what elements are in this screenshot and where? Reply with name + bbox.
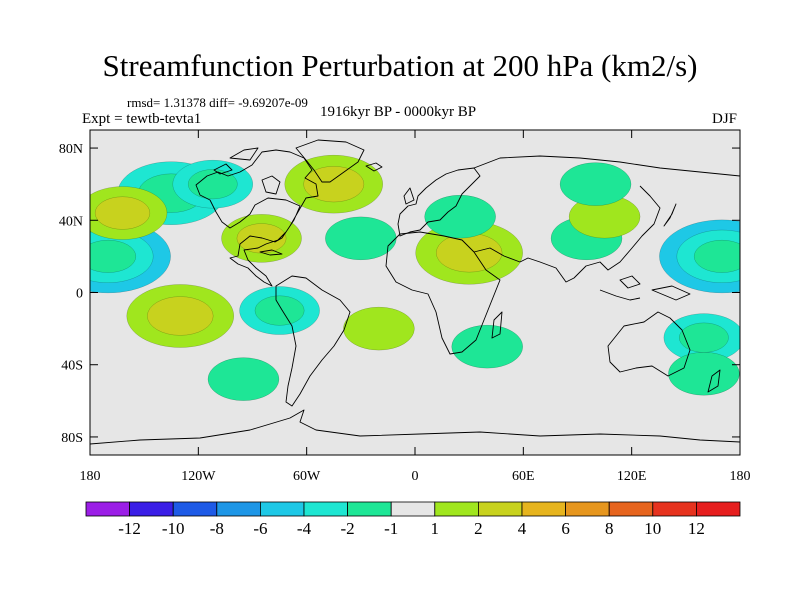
coastline-greenland	[295, 139, 365, 183]
colorbar-swatch	[303, 501, 348, 517]
anomaly-4	[172, 159, 253, 209]
coastline-south-america	[275, 275, 351, 407]
anomaly-16	[207, 357, 280, 401]
anomaly-19	[559, 162, 632, 206]
colorbar-swatch	[172, 501, 218, 517]
colorbar-swatch	[521, 501, 566, 517]
lat-label: 40N	[59, 214, 83, 229]
colorbar-swatch	[216, 501, 261, 517]
anomaly-14	[343, 306, 415, 351]
anomaly-contour	[693, 239, 740, 273]
anomaly-5	[284, 154, 383, 214]
colorbar-label: 8	[605, 519, 614, 538]
anomaly-contour	[343, 306, 415, 351]
colorbar-swatch	[347, 501, 392, 517]
longitude-axis: 180 120W 60W 0 60E 120E 180	[80, 130, 751, 484]
anomaly-contour	[668, 352, 740, 396]
colorbar-swatch	[477, 501, 523, 517]
colorbar-swatch	[129, 501, 174, 517]
anomaly-18	[668, 352, 740, 396]
anomaly-layer	[90, 154, 740, 401]
coastline-iceland	[365, 162, 383, 172]
coastline-indonesia	[599, 275, 691, 301]
period-label: 1916kyr BP - 0000kyr BP	[320, 104, 477, 120]
lon-label: 180	[80, 469, 101, 484]
map-title: Streamfunction Perturbation at 200 hPa (…	[102, 48, 698, 83]
coastline-antarctica	[90, 409, 740, 445]
coastline-new-zealand	[707, 369, 721, 393]
lon-label: 60E	[512, 469, 535, 484]
colorbar-label: -6	[253, 519, 267, 538]
colorbar-swatch	[565, 501, 610, 517]
anomaly-contour	[147, 296, 214, 336]
lat-label: 80N	[59, 142, 83, 157]
anomaly-contour	[424, 194, 496, 239]
anomaly-contour	[90, 239, 137, 273]
colorbar-swatch	[652, 501, 697, 517]
anomaly-17	[663, 313, 740, 362]
colorbar-swatch	[434, 501, 479, 517]
lat-label: 80S	[61, 431, 83, 446]
colorbar-label: 6	[561, 519, 570, 538]
anomaly-contour	[303, 166, 365, 203]
colorbar-swatch	[608, 501, 654, 517]
coastline-madagascar	[491, 311, 503, 339]
coastline-britain	[403, 187, 415, 205]
lon-label: 0	[412, 469, 419, 484]
colorbar-swatch	[85, 501, 130, 517]
anomaly-1	[659, 219, 740, 294]
colorbar-label: -8	[210, 519, 224, 538]
lon-label: 120W	[181, 469, 216, 484]
colorbar-label: 1	[431, 519, 440, 538]
season-label: DJF	[712, 111, 738, 127]
anomaly-contour	[679, 322, 729, 353]
colorbar-label: -2	[341, 519, 355, 538]
colorbar-swatch	[390, 501, 436, 517]
lon-label: 60W	[293, 469, 321, 484]
anomaly-contour	[436, 233, 503, 273]
anomaly-15	[451, 324, 523, 369]
experiment-label: Expt = tewtb-tevta1	[82, 111, 202, 127]
anomaly-3	[90, 186, 168, 240]
anomaly-13	[239, 286, 320, 335]
anomaly-contour	[559, 162, 632, 206]
coastline-cuba	[259, 249, 283, 256]
anomaly-contour	[254, 295, 305, 326]
coastline-arctic-islands	[213, 147, 259, 175]
coastline-africa	[385, 231, 501, 355]
colorbar: -12 -10 -8 -6 -4 -2 -1 1 2 4 6 8 10 12	[85, 501, 741, 538]
colorbar-label: 10	[644, 519, 661, 538]
anomaly-contour	[187, 169, 238, 200]
colorbar-swatch	[696, 501, 741, 517]
lat-label: 0	[76, 287, 83, 302]
anomaly-contour	[325, 216, 397, 261]
latitude-axis: 80N 40N 0 40S 80S	[59, 142, 740, 446]
coastline-japan	[663, 203, 677, 227]
anomaly-12	[126, 284, 234, 348]
anomaly-contour	[451, 324, 523, 369]
lat-label: 40S	[61, 359, 83, 374]
anomaly-contour	[207, 357, 280, 401]
coastlines	[90, 139, 740, 445]
anomaly-8	[415, 221, 523, 285]
colorbar-label: 2	[474, 519, 483, 538]
colorbar-label: -12	[118, 519, 141, 538]
stats-line: rmsd= 1.31378 diff= -9.69207e-09	[127, 95, 308, 110]
anomaly-9	[424, 194, 496, 239]
coastline-australia	[607, 311, 691, 377]
anomaly-contour	[94, 196, 151, 230]
colorbar-swatch	[259, 501, 305, 517]
colorbar-label: 12	[688, 519, 705, 538]
anomaly-7	[325, 216, 397, 261]
coastline-hudson-bay	[261, 175, 281, 195]
coastline-asia	[473, 155, 740, 283]
colorbar-label: -10	[162, 519, 185, 538]
colorbar-label: -4	[297, 519, 312, 538]
coastline-north-america	[195, 149, 319, 287]
colorbar-label: 4	[518, 519, 527, 538]
colorbar-label: -1	[384, 519, 398, 538]
lon-label: 120E	[617, 469, 647, 484]
lon-label: 180	[730, 469, 751, 484]
